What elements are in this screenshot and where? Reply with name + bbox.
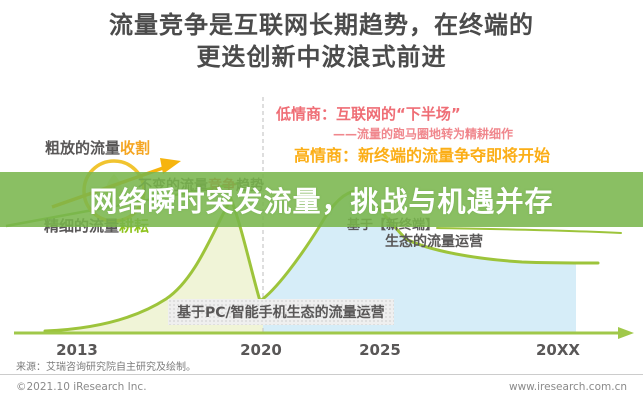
rough-traffic-prefix: 粗放的流量 bbox=[45, 139, 121, 157]
page-title: 流量竞争是互联网长期趋势，在终端的 更迭创新中波浪式前进 bbox=[0, 10, 643, 73]
footer-copyright: ©2021.10 iResearch Inc. bbox=[16, 381, 147, 393]
rough-traffic-highlight: 收割 bbox=[120, 139, 151, 157]
axis-tick-2013: 2013 bbox=[56, 341, 98, 359]
axis-tick-2020: 2020 bbox=[240, 341, 282, 359]
annotation-low-eq: 低情商：互联网的“下半场” bbox=[276, 105, 461, 123]
axis-tick-2025: 2025 bbox=[359, 341, 401, 359]
footer-website: www.iresearch.com.cn bbox=[508, 381, 627, 393]
title-line-2: 更迭创新中波浪式前进 bbox=[196, 42, 447, 71]
annotation-low-eq-sub: ——流量的跑马圈地转为精耕细作 bbox=[333, 127, 514, 141]
footer-divider bbox=[0, 374, 643, 375]
era2-label-line2: 生态的流量运营 bbox=[385, 234, 483, 250]
footer-source-note: 来源：艾瑞咨询研究院自主研究及绘制。 bbox=[16, 362, 196, 373]
title-line-1: 流量竞争是互联网长期趋势，在终端的 bbox=[109, 11, 534, 39]
timeline-axis bbox=[14, 327, 634, 339]
timeline-arrow-icon bbox=[618, 327, 634, 339]
overlay-banner: 网络瞬时突发流量，挑战与机遇并存 bbox=[0, 172, 643, 227]
era1-label: 基于PC/智能手机生态的流量运营 bbox=[168, 299, 394, 325]
annotation-high-eq: 高情商：新终端的流量争夺即将开始 bbox=[294, 146, 551, 165]
axis-tick-20xx: 20XX bbox=[535, 341, 581, 359]
overlay-banner-text: 网络瞬时突发流量，挑战与机遇并存 bbox=[89, 184, 554, 218]
annotation-rough-traffic: 粗放的流量收割 bbox=[45, 137, 150, 158]
